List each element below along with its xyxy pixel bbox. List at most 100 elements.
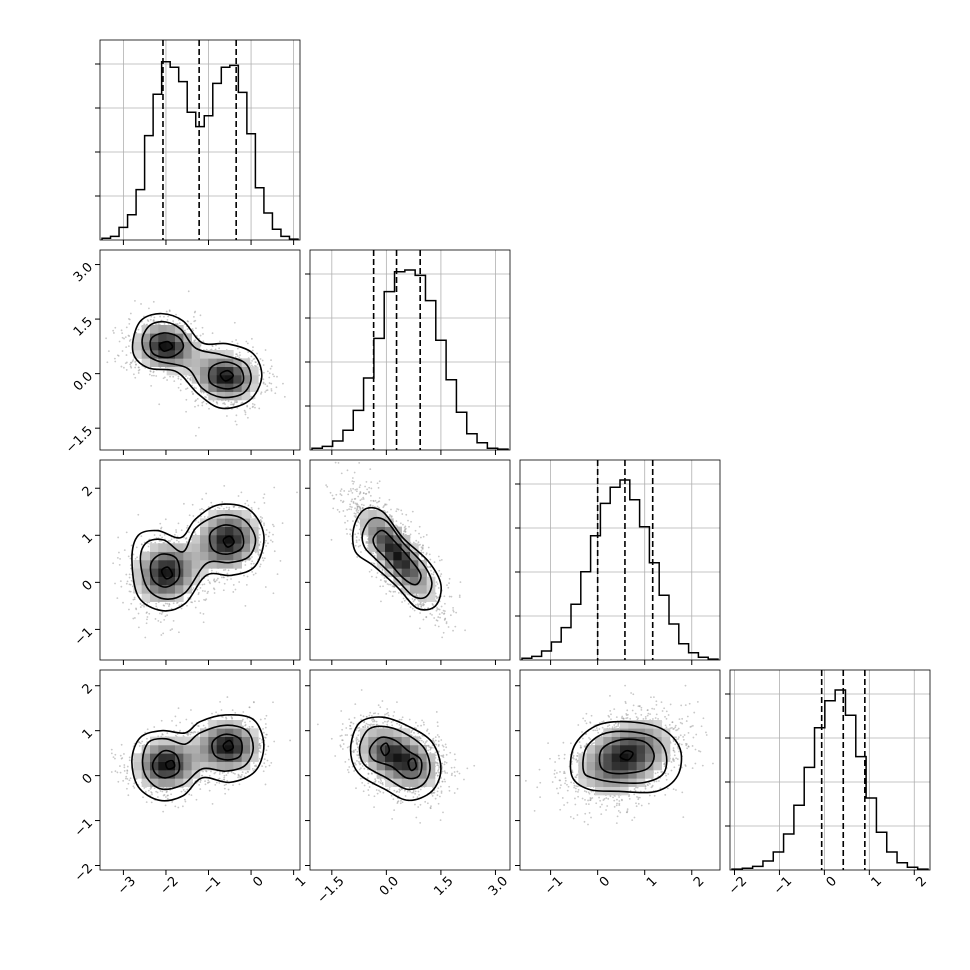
point xyxy=(253,357,256,360)
point xyxy=(202,333,204,335)
point xyxy=(128,576,131,579)
density-cell xyxy=(216,560,226,569)
point xyxy=(359,484,362,487)
point xyxy=(169,375,171,378)
point xyxy=(250,516,252,518)
density-cell xyxy=(233,510,242,519)
density-cell xyxy=(183,543,192,552)
point xyxy=(152,374,155,377)
point xyxy=(258,374,261,377)
point xyxy=(231,340,234,343)
point xyxy=(187,290,190,293)
point xyxy=(168,605,170,607)
point xyxy=(146,601,149,604)
hist-2-frame xyxy=(519,459,721,661)
point xyxy=(217,506,219,509)
point xyxy=(250,364,253,367)
point xyxy=(202,400,205,403)
point xyxy=(199,587,202,589)
point xyxy=(236,342,239,345)
point xyxy=(147,545,150,548)
point xyxy=(239,354,241,357)
density-cell xyxy=(150,551,159,561)
point xyxy=(137,626,140,629)
point xyxy=(349,488,352,490)
point xyxy=(222,589,225,592)
point xyxy=(388,583,390,586)
point xyxy=(326,485,329,488)
hist-panel-1 xyxy=(305,249,511,451)
point xyxy=(235,353,238,356)
point xyxy=(367,508,370,511)
density-cell xyxy=(241,543,251,552)
point xyxy=(223,484,226,487)
point xyxy=(272,525,275,528)
point xyxy=(270,365,273,368)
point xyxy=(192,587,195,589)
point xyxy=(354,488,357,491)
density-cell xyxy=(191,543,201,552)
point xyxy=(437,587,440,589)
point xyxy=(375,576,378,579)
point xyxy=(122,601,124,604)
point xyxy=(136,556,138,559)
point xyxy=(148,612,151,615)
density-cell xyxy=(141,341,151,351)
point xyxy=(444,610,446,613)
point xyxy=(172,619,175,622)
point xyxy=(178,322,181,325)
point xyxy=(177,375,180,378)
point xyxy=(370,481,373,484)
point xyxy=(131,360,134,363)
point xyxy=(256,363,259,366)
density-cell xyxy=(216,551,226,561)
point xyxy=(212,587,215,590)
point xyxy=(268,531,271,534)
point xyxy=(434,624,437,627)
point xyxy=(437,625,440,628)
point xyxy=(279,560,282,562)
point xyxy=(123,337,125,340)
point xyxy=(179,383,182,386)
point xyxy=(238,351,241,354)
density-cell xyxy=(225,560,234,569)
point xyxy=(125,346,128,349)
density-cell xyxy=(225,551,234,561)
point xyxy=(235,414,238,417)
point xyxy=(420,546,423,549)
point xyxy=(130,544,133,547)
point xyxy=(442,631,445,634)
density-cell xyxy=(225,535,234,544)
point xyxy=(148,307,150,310)
point xyxy=(335,493,338,496)
point xyxy=(164,518,167,521)
contour-0-1-5 xyxy=(219,369,234,382)
point xyxy=(197,404,200,407)
point xyxy=(329,491,332,494)
point xyxy=(263,493,266,496)
point xyxy=(448,595,451,598)
point xyxy=(159,621,162,624)
point xyxy=(234,401,236,404)
point xyxy=(428,553,431,556)
contour-0-2-5 xyxy=(222,535,235,548)
density-cell xyxy=(133,560,142,569)
point xyxy=(250,355,253,358)
density-cell xyxy=(250,526,259,536)
point xyxy=(105,337,107,340)
point xyxy=(211,344,214,347)
point xyxy=(192,329,195,332)
point xyxy=(342,500,345,503)
point xyxy=(146,616,149,618)
point xyxy=(190,322,192,325)
point xyxy=(247,351,250,353)
point xyxy=(357,532,360,535)
density-cell xyxy=(225,518,234,527)
point xyxy=(191,390,193,393)
point xyxy=(128,318,131,321)
point xyxy=(220,505,223,507)
point xyxy=(436,583,439,585)
density-cell xyxy=(200,383,209,392)
point xyxy=(199,334,202,337)
point xyxy=(198,426,200,429)
